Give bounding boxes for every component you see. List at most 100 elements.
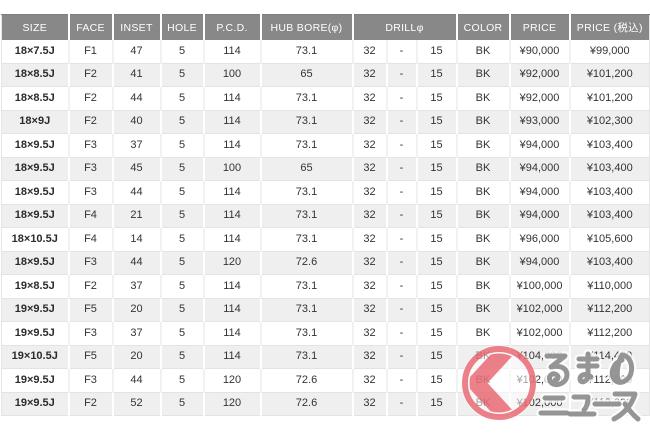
cell-drill_max: 15: [416, 368, 458, 393]
cell-hole: 5: [160, 345, 205, 369]
cell-price: ¥92,000: [509, 63, 571, 87]
cell-drill_max: 15: [416, 110, 458, 134]
cell-pcd: 114: [203, 274, 262, 299]
table-row: 19×9.5J F2 52 5 120 72.6 32-15 BK ¥102,000 ¥112,2…: [1, 392, 650, 416]
cell-size: 19×9.5J: [1, 392, 70, 416]
cell-price: ¥93,000: [509, 110, 571, 134]
cell-drill_min: 32: [352, 274, 388, 299]
cell-drill_sep: -: [386, 392, 418, 416]
cell-hub_bore: 73.1: [260, 227, 354, 252]
cell-drill_sep: -: [386, 345, 418, 369]
cell-inset: 45: [112, 157, 162, 181]
cell-price: ¥104,000: [509, 345, 571, 369]
cell-color: BK: [456, 274, 511, 299]
wheel-spec-table: SIZE FACE INSET HOLE P.C.D. HUB BORE(φ) DRILLφ…: [1, 14, 650, 416]
cell-pcd: 114: [203, 133, 262, 158]
table-row: 18×9.5J F3 44 5 114 73.1 32-15 BK ¥94,000 ¥103,40…: [1, 180, 650, 205]
table-row: 18×9.5J F4 21 5 114 73.1 32-15 BK ¥94,000 ¥103,40…: [1, 204, 650, 228]
cell-size: 18×9J: [1, 110, 70, 134]
cell-drill_sep: -: [386, 204, 418, 228]
cell-hub_bore: 73.1: [260, 204, 354, 228]
cell-face: F2: [68, 274, 114, 299]
column-header-price_tax: PRICE (税込): [569, 14, 650, 40]
cell-drill_max: 15: [416, 392, 458, 416]
table-row: 18×10.5J F4 14 5 114 73.1 32-15 BK ¥96,000 ¥105,6…: [1, 227, 650, 252]
cell-hub_bore: 73.1: [260, 298, 354, 322]
cell-price_tax: ¥103,400: [569, 133, 650, 158]
cell-drill_sep: -: [386, 321, 418, 346]
cell-color: BK: [456, 345, 511, 369]
cell-hole: 5: [160, 110, 205, 134]
cell-pcd: 114: [203, 86, 262, 111]
cell-drill_max: 15: [416, 227, 458, 252]
cell-drill_min: 32: [352, 63, 388, 87]
cell-price: ¥94,000: [509, 133, 571, 158]
cell-inset: 44: [112, 86, 162, 111]
cell-size: 18×9.5J: [1, 180, 70, 205]
cell-inset: 52: [112, 392, 162, 416]
cell-pcd: 120: [203, 251, 262, 275]
cell-inset: 37: [112, 274, 162, 299]
cell-face: F3: [68, 133, 114, 158]
cell-price_tax: ¥112,200: [569, 321, 650, 346]
cell-price: ¥90,000: [509, 40, 571, 64]
cell-price_tax: ¥103,400: [569, 204, 650, 228]
cell-pcd: 114: [203, 204, 262, 228]
cell-inset: 14: [112, 227, 162, 252]
cell-color: BK: [456, 157, 511, 181]
cell-price: ¥94,000: [509, 251, 571, 275]
cell-color: BK: [456, 298, 511, 322]
cell-hole: 5: [160, 180, 205, 205]
cell-drill_min: 32: [352, 40, 388, 64]
cell-drill_max: 15: [416, 40, 458, 64]
cell-price: ¥94,000: [509, 180, 571, 205]
column-header-drill: DRILLφ: [352, 14, 458, 40]
cell-drill_max: 15: [416, 321, 458, 346]
cell-price: ¥92,000: [509, 86, 571, 111]
cell-price: ¥102,000: [509, 298, 571, 322]
cell-drill_max: 15: [416, 204, 458, 228]
cell-color: BK: [456, 110, 511, 134]
cell-drill_min: 32: [352, 227, 388, 252]
cell-size: 19×9.5J: [1, 298, 70, 322]
cell-face: F3: [68, 321, 114, 346]
cell-hub_bore: 73.1: [260, 86, 354, 111]
cell-price: ¥96,000: [509, 227, 571, 252]
cell-inset: 40: [112, 110, 162, 134]
column-header-inset: INSET: [112, 14, 162, 40]
table-row: 18×9.5J F3 37 5 114 73.1 32-15 BK ¥94,000 ¥103,40…: [1, 133, 650, 158]
cell-drill_sep: -: [386, 368, 418, 393]
table-row: 18×7.5J F1 47 5 114 73.1 32-15 BK ¥90,000 ¥99,000: [1, 40, 650, 64]
cell-color: BK: [456, 321, 511, 346]
cell-pcd: 114: [203, 110, 262, 134]
cell-drill_min: 32: [352, 133, 388, 158]
cell-drill_max: 15: [416, 133, 458, 158]
cell-drill_sep: -: [386, 40, 418, 64]
cell-color: BK: [456, 180, 511, 205]
cell-price_tax: ¥101,200: [569, 63, 650, 87]
cell-hole: 5: [160, 133, 205, 158]
table-row: 18×9.5J F3 45 5 100 65 32-15 BK ¥94,000 ¥103,400: [1, 157, 650, 181]
cell-hub_bore: 65: [260, 63, 354, 87]
cell-drill_min: 32: [352, 204, 388, 228]
cell-hub_bore: 73.1: [260, 345, 354, 369]
cell-hub_bore: 73.1: [260, 133, 354, 158]
cell-hole: 5: [160, 204, 205, 228]
cell-size: 19×10.5J: [1, 345, 70, 369]
cell-price_tax: ¥103,400: [569, 157, 650, 181]
cell-hub_bore: 72.6: [260, 392, 354, 416]
cell-face: F2: [68, 392, 114, 416]
cell-drill_min: 32: [352, 392, 388, 416]
cell-pcd: 120: [203, 392, 262, 416]
cell-drill_sep: -: [386, 274, 418, 299]
cell-pcd: 114: [203, 180, 262, 205]
column-header-price: PRICE: [509, 14, 571, 40]
cell-color: BK: [456, 392, 511, 416]
cell-size: 18×8.5J: [1, 63, 70, 87]
cell-price: ¥102,000: [509, 368, 571, 393]
cell-hole: 5: [160, 368, 205, 393]
cell-drill_sep: -: [386, 110, 418, 134]
cell-face: F4: [68, 227, 114, 252]
table-header-row: SIZE FACE INSET HOLE P.C.D. HUB BORE(φ) DRILLφ…: [1, 14, 650, 40]
